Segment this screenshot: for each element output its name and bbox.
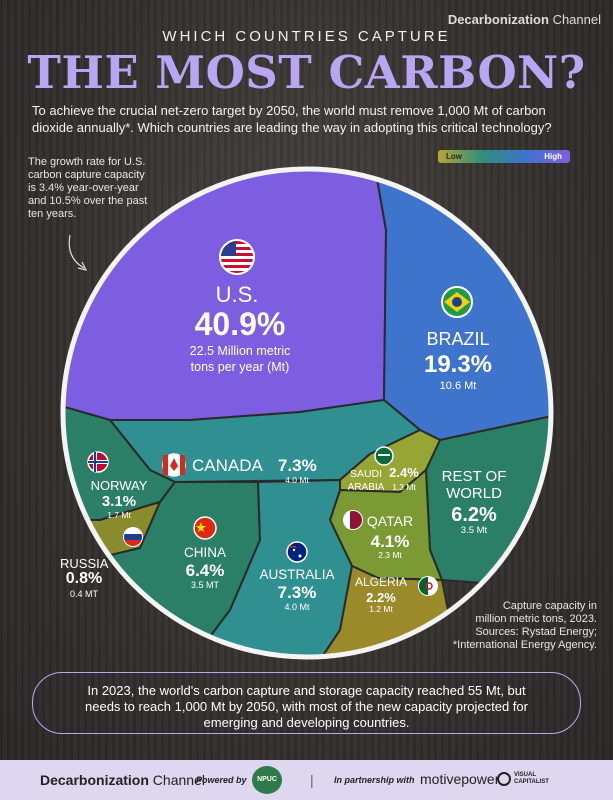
intro-text: To achieve the crucial net-zero target b…	[32, 103, 552, 135]
brazil-flag-icon	[441, 286, 473, 318]
legend-low: Low	[446, 152, 462, 161]
label-brazil-percent: 19.3%	[424, 351, 492, 378]
brand-logo-bottom: Decarbonization Channel	[40, 772, 205, 788]
saudi-flag-icon	[374, 446, 394, 466]
label-saudi-name: SAUDI	[350, 468, 382, 480]
brand-logo-top: Decarbonization Channel	[447, 12, 601, 27]
label-canada-name: CANADA	[192, 456, 264, 475]
label-us-value: 22.5 Million metric	[190, 344, 291, 358]
bottom-bar: Decarbonization Channel Powered by NPUC …	[0, 760, 613, 800]
motivepower-logo: motivepower	[420, 771, 500, 787]
label-norway-percent: 3.1%	[102, 493, 136, 510]
label-rest-name: REST OF	[442, 468, 507, 485]
label-australia-value: 4.0 Mt	[284, 602, 310, 612]
label-australia-percent: 7.3%	[278, 583, 317, 602]
label-us-value2: tons per year (Mt)	[191, 360, 290, 374]
label-rest-name2: WORLD	[446, 485, 502, 502]
australia-flag-icon	[286, 541, 308, 563]
powered-by-label: Powered by	[196, 775, 247, 785]
kicker-title: WHICH COUNTRIES CAPTURE	[162, 28, 451, 45]
label-russia-percent: 0.8%	[65, 570, 103, 587]
label-brazil-value: 10.6 Mt	[440, 380, 477, 392]
color-legend: Low High	[438, 150, 570, 163]
label-norway-name: NORWAY	[91, 478, 148, 493]
npuc-logo: NPUC	[252, 766, 282, 794]
label-qatar-name: QATAR	[367, 513, 413, 529]
label-us-name: U.S.	[216, 282, 259, 307]
label-russia-name: RUSSIA	[60, 556, 109, 571]
label-rest-percent: 6.2%	[451, 504, 497, 526]
partnership-label: In partnership with	[334, 775, 415, 785]
us-flag-icon	[219, 239, 255, 275]
qatar-flag-icon	[343, 510, 363, 530]
label-saudi-percent: 2.4%	[389, 465, 419, 480]
label-us-percent: 40.9%	[195, 306, 286, 342]
visual-capitalist-icon	[497, 772, 511, 786]
algeria-flag-icon	[418, 576, 438, 596]
label-canada-value: 4.0 Mt	[285, 475, 309, 485]
label-saudi-name2: ARABIA	[348, 482, 385, 493]
note-arrow-head	[77, 261, 88, 271]
label-australia-name: AUSTRALIA	[259, 567, 334, 582]
norway-flag-icon	[87, 451, 109, 473]
label-algeria-name: ALGERIA	[355, 575, 407, 589]
label-qatar-percent: 4.1%	[371, 532, 410, 551]
label-algeria-percent: 2.2%	[366, 590, 396, 605]
chart-ring	[60, 166, 554, 660]
label-norway-value: 1.7 Mt	[107, 510, 131, 520]
label-brazil-name: BRAZIL	[426, 329, 489, 349]
footer-note: In 2023, the world's carbon capture and …	[32, 672, 581, 734]
label-china-percent: 6.4%	[186, 561, 225, 580]
source-note: Capture capacity in million metric tons,…	[452, 600, 597, 651]
label-china-value: 3.5 MT	[191, 580, 220, 590]
note-arrow	[68, 234, 85, 269]
label-china-name: CHINA	[184, 545, 226, 560]
headline: THE MOST CARBON?	[27, 46, 586, 99]
legend-high: High	[544, 152, 562, 161]
label-algeria-value: 1.2 Mt	[369, 604, 393, 614]
label-qatar-value: 2.3 Mt	[378, 550, 402, 560]
side-note: The growth rate for U.S. carbon capture …	[28, 156, 148, 220]
canada-flag-icon	[162, 453, 186, 477]
label-russia-value: 0.4 MT	[69, 589, 98, 599]
label-canada-percent: 7.3%	[278, 456, 317, 475]
china-flag-icon	[193, 516, 217, 540]
label-rest-value: 3.5 Mt	[461, 525, 488, 536]
russia-flag-icon	[123, 527, 143, 547]
label-saudi-value: 1.3 Mt	[392, 482, 416, 492]
visual-capitalist-logo: VISUAL CAPITALIST	[514, 772, 549, 785]
separator: |	[310, 772, 314, 788]
